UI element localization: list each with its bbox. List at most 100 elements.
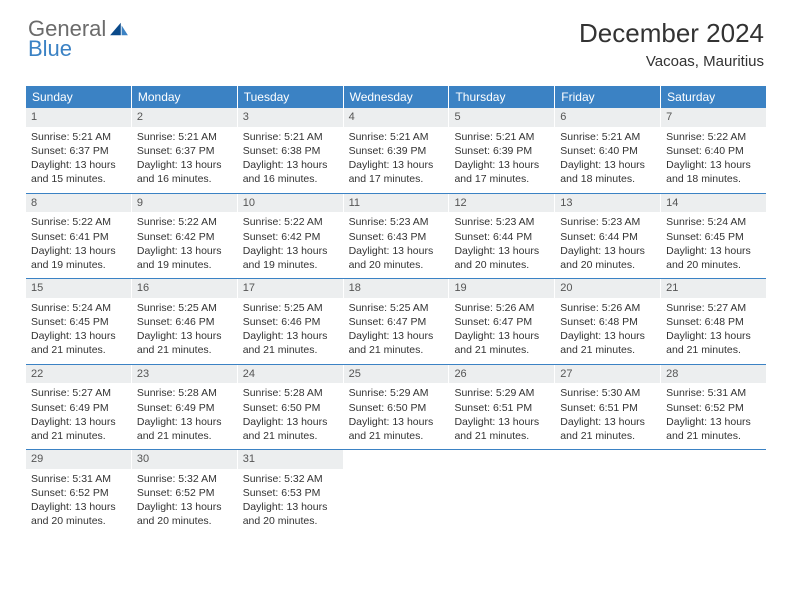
sunset-line: Sunset: 6:48 PM xyxy=(666,315,761,329)
sunrise-line: Sunrise: 5:23 AM xyxy=(560,215,655,229)
daylight-line: and 20 minutes. xyxy=(137,514,232,528)
day-number: 4 xyxy=(344,108,449,127)
sunset-line: Sunset: 6:43 PM xyxy=(349,230,444,244)
day-cell: 12Sunrise: 5:23 AMSunset: 6:44 PMDayligh… xyxy=(449,194,555,279)
sunset-line: Sunset: 6:52 PM xyxy=(666,401,761,415)
sunrise-line: Sunrise: 5:21 AM xyxy=(243,130,338,144)
day-number: 23 xyxy=(132,365,237,384)
day-number: 21 xyxy=(661,279,766,298)
daylight-line: Daylight: 13 hours xyxy=(560,415,655,429)
day-number: 6 xyxy=(555,108,660,127)
daylight-line: Daylight: 13 hours xyxy=(454,415,549,429)
daylight-line: and 18 minutes. xyxy=(560,172,655,186)
day-cell: 27Sunrise: 5:30 AMSunset: 6:51 PMDayligh… xyxy=(555,365,661,450)
daylight-line: and 21 minutes. xyxy=(454,429,549,443)
day-number: 19 xyxy=(449,279,554,298)
day-body: Sunrise: 5:22 AMSunset: 6:42 PMDaylight:… xyxy=(238,212,343,278)
sunset-line: Sunset: 6:49 PM xyxy=(137,401,232,415)
daylight-line: and 21 minutes. xyxy=(666,343,761,357)
day-cell xyxy=(661,450,766,535)
sunrise-line: Sunrise: 5:21 AM xyxy=(560,130,655,144)
sunrise-line: Sunrise: 5:27 AM xyxy=(31,386,126,400)
daylight-line: and 20 minutes. xyxy=(243,514,338,528)
day-cell xyxy=(555,450,661,535)
daylight-line: Daylight: 13 hours xyxy=(349,329,444,343)
sunset-line: Sunset: 6:44 PM xyxy=(454,230,549,244)
day-number: 29 xyxy=(26,450,131,469)
day-body: Sunrise: 5:22 AMSunset: 6:42 PMDaylight:… xyxy=(132,212,237,278)
weekday-header: Wednesday xyxy=(344,86,450,108)
daylight-line: and 19 minutes. xyxy=(137,258,232,272)
week-row: 1Sunrise: 5:21 AMSunset: 6:37 PMDaylight… xyxy=(26,108,766,193)
day-number: 24 xyxy=(238,365,343,384)
day-body: Sunrise: 5:25 AMSunset: 6:47 PMDaylight:… xyxy=(344,298,449,364)
day-cell: 5Sunrise: 5:21 AMSunset: 6:39 PMDaylight… xyxy=(449,108,555,193)
day-number: 12 xyxy=(449,194,554,213)
daylight-line: Daylight: 13 hours xyxy=(666,415,761,429)
sunrise-line: Sunrise: 5:23 AM xyxy=(349,215,444,229)
daylight-line: and 21 minutes. xyxy=(560,429,655,443)
location: Vacoas, Mauritius xyxy=(579,53,764,70)
day-body: Sunrise: 5:23 AMSunset: 6:44 PMDaylight:… xyxy=(555,212,660,278)
day-number: 2 xyxy=(132,108,237,127)
day-body: Sunrise: 5:31 AMSunset: 6:52 PMDaylight:… xyxy=(26,469,131,535)
day-body: Sunrise: 5:24 AMSunset: 6:45 PMDaylight:… xyxy=(661,212,766,278)
day-number: 20 xyxy=(555,279,660,298)
sunrise-line: Sunrise: 5:22 AM xyxy=(243,215,338,229)
daylight-line: and 17 minutes. xyxy=(454,172,549,186)
daylight-line: and 21 minutes. xyxy=(666,429,761,443)
daylight-line: and 21 minutes. xyxy=(243,343,338,357)
day-body: Sunrise: 5:27 AMSunset: 6:48 PMDaylight:… xyxy=(661,298,766,364)
daylight-line: and 20 minutes. xyxy=(31,514,126,528)
weekday-header: Sunday xyxy=(26,86,132,108)
daylight-line: and 21 minutes. xyxy=(243,429,338,443)
daylight-line: Daylight: 13 hours xyxy=(243,244,338,258)
day-cell: 29Sunrise: 5:31 AMSunset: 6:52 PMDayligh… xyxy=(26,450,132,535)
sunrise-line: Sunrise: 5:25 AM xyxy=(349,301,444,315)
daylight-line: and 15 minutes. xyxy=(31,172,126,186)
sunset-line: Sunset: 6:46 PM xyxy=(137,315,232,329)
day-body: Sunrise: 5:22 AMSunset: 6:41 PMDaylight:… xyxy=(26,212,131,278)
daylight-line: Daylight: 13 hours xyxy=(137,158,232,172)
sunset-line: Sunset: 6:42 PM xyxy=(137,230,232,244)
sunset-line: Sunset: 6:42 PM xyxy=(243,230,338,244)
weekday-header: Monday xyxy=(132,86,238,108)
day-cell: 11Sunrise: 5:23 AMSunset: 6:43 PMDayligh… xyxy=(344,194,450,279)
day-cell: 13Sunrise: 5:23 AMSunset: 6:44 PMDayligh… xyxy=(555,194,661,279)
day-cell: 26Sunrise: 5:29 AMSunset: 6:51 PMDayligh… xyxy=(449,365,555,450)
day-number: 3 xyxy=(238,108,343,127)
logo: General Blue xyxy=(28,18,130,60)
daylight-line: Daylight: 13 hours xyxy=(349,415,444,429)
day-cell: 21Sunrise: 5:27 AMSunset: 6:48 PMDayligh… xyxy=(661,279,766,364)
day-cell: 18Sunrise: 5:25 AMSunset: 6:47 PMDayligh… xyxy=(344,279,450,364)
sunrise-line: Sunrise: 5:25 AM xyxy=(137,301,232,315)
day-body: Sunrise: 5:25 AMSunset: 6:46 PMDaylight:… xyxy=(238,298,343,364)
daylight-line: and 21 minutes. xyxy=(137,343,232,357)
day-cell: 25Sunrise: 5:29 AMSunset: 6:50 PMDayligh… xyxy=(344,365,450,450)
daylight-line: and 21 minutes. xyxy=(349,343,444,357)
sunrise-line: Sunrise: 5:21 AM xyxy=(349,130,444,144)
daylight-line: and 20 minutes. xyxy=(349,258,444,272)
sunset-line: Sunset: 6:39 PM xyxy=(454,144,549,158)
day-cell: 19Sunrise: 5:26 AMSunset: 6:47 PMDayligh… xyxy=(449,279,555,364)
calendar: Sunday Monday Tuesday Wednesday Thursday… xyxy=(26,86,766,535)
day-body: Sunrise: 5:21 AMSunset: 6:39 PMDaylight:… xyxy=(449,127,554,193)
daylight-line: and 21 minutes. xyxy=(560,343,655,357)
day-body: Sunrise: 5:25 AMSunset: 6:46 PMDaylight:… xyxy=(132,298,237,364)
day-cell: 1Sunrise: 5:21 AMSunset: 6:37 PMDaylight… xyxy=(26,108,132,193)
daylight-line: Daylight: 13 hours xyxy=(137,500,232,514)
daylight-line: Daylight: 13 hours xyxy=(349,158,444,172)
daylight-line: Daylight: 13 hours xyxy=(454,244,549,258)
day-number: 1 xyxy=(26,108,131,127)
weekday-header: Tuesday xyxy=(238,86,344,108)
daylight-line: and 20 minutes. xyxy=(666,258,761,272)
sunrise-line: Sunrise: 5:31 AM xyxy=(31,472,126,486)
sunrise-line: Sunrise: 5:28 AM xyxy=(243,386,338,400)
weeks-container: 1Sunrise: 5:21 AMSunset: 6:37 PMDaylight… xyxy=(26,108,766,535)
sunrise-line: Sunrise: 5:22 AM xyxy=(137,215,232,229)
day-number: 15 xyxy=(26,279,131,298)
sunset-line: Sunset: 6:49 PM xyxy=(31,401,126,415)
daylight-line: Daylight: 13 hours xyxy=(137,244,232,258)
day-number: 27 xyxy=(555,365,660,384)
day-body: Sunrise: 5:31 AMSunset: 6:52 PMDaylight:… xyxy=(661,383,766,449)
